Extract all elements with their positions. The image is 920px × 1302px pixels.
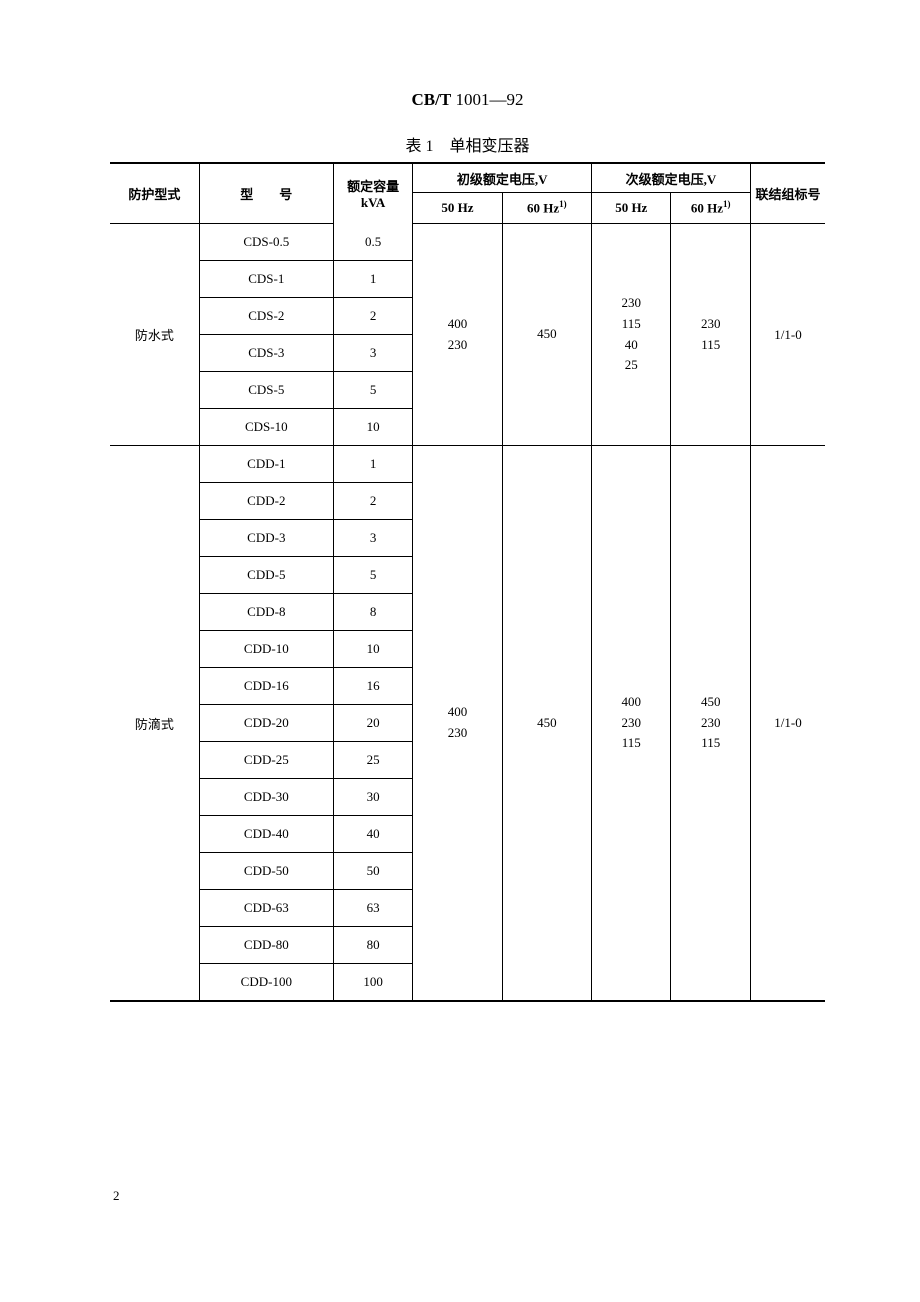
value: 115	[592, 314, 670, 335]
th-primary-60-sup: 1)	[559, 199, 567, 209]
kva-cell: 1	[333, 261, 412, 298]
table-row: 防水式 CDS-0.5 0.5 400 230 450 230 115 40 2…	[110, 224, 825, 261]
th-secondary-60-text: 60 Hz	[691, 201, 723, 216]
kva-cell: 20	[333, 705, 412, 742]
value: 230	[413, 723, 501, 744]
kva-cell: 30	[333, 779, 412, 816]
kva-cell: 16	[333, 668, 412, 705]
value: 115	[671, 733, 749, 754]
page-number: 2	[113, 1188, 120, 1204]
value: 230	[592, 293, 670, 314]
doc-code-suffix: 1001—92	[451, 90, 523, 109]
doc-code-prefix: CB/T	[412, 90, 452, 109]
kva-cell: 10	[333, 631, 412, 668]
kva-cell: 25	[333, 742, 412, 779]
th-secondary-60: 60 Hz1)	[671, 193, 750, 224]
value: 400	[413, 314, 501, 335]
model-cell: CDD-100	[199, 964, 333, 1002]
value: 450	[671, 692, 749, 713]
model-cell: CDS-10	[199, 409, 333, 446]
model-cell: CDD-40	[199, 816, 333, 853]
kva-cell: 2	[333, 298, 412, 335]
model-cell: CDD-80	[199, 927, 333, 964]
th-model: 型 号	[199, 163, 333, 224]
value: 230	[671, 713, 749, 734]
model-cell: CDD-20	[199, 705, 333, 742]
doc-code: CB/T 1001—92	[110, 90, 825, 110]
primary-50-cell: 400 230	[413, 446, 502, 1002]
th-secondary-group: 次级额定电压,V	[592, 163, 751, 193]
kva-cell: 2	[333, 483, 412, 520]
model-cell: CDD-25	[199, 742, 333, 779]
model-cell: CDS-5	[199, 372, 333, 409]
model-cell: CDD-30	[199, 779, 333, 816]
model-cell: CDD-5	[199, 557, 333, 594]
model-cell: CDD-3	[199, 520, 333, 557]
value: 400	[592, 692, 670, 713]
model-cell: CDD-10	[199, 631, 333, 668]
secondary-60-cell: 450 230 115	[671, 446, 750, 1002]
model-cell: CDD-1	[199, 446, 333, 483]
transformer-table: 防护型式 型 号 额定容量 kVA 初级额定电压,V 次级额定电压,V 联结组标…	[110, 162, 825, 1002]
model-cell: CDD-50	[199, 853, 333, 890]
model-cell: CDS-1	[199, 261, 333, 298]
kva-cell: 1	[333, 446, 412, 483]
kva-cell: 5	[333, 372, 412, 409]
value: 230	[671, 314, 749, 335]
page: CB/T 1001—92 表 1 单相变压器 防护型式 型 号 额定容量 kVA…	[0, 0, 920, 1302]
th-protection: 防护型式	[110, 163, 199, 224]
th-capacity: 额定容量 kVA	[333, 163, 412, 224]
primary-50-cell: 400 230	[413, 224, 502, 446]
th-primary-50: 50 Hz	[413, 193, 502, 224]
value: 115	[671, 335, 749, 356]
kva-cell: 3	[333, 335, 412, 372]
primary-60-cell: 450	[502, 446, 591, 1002]
model-cell: CDD-16	[199, 668, 333, 705]
secondary-50-cell: 230 115 40 25	[592, 224, 671, 446]
model-cell: CDD-63	[199, 890, 333, 927]
connection-cell: 1/1-0	[750, 224, 825, 446]
value: 230	[592, 713, 670, 734]
table-body: 防水式 CDS-0.5 0.5 400 230 450 230 115 40 2…	[110, 224, 825, 1002]
protection-cell: 防水式	[110, 224, 199, 446]
th-secondary-60-sup: 1)	[723, 199, 731, 209]
th-capacity-top: 额定容量	[334, 176, 412, 195]
value: 400	[413, 702, 501, 723]
value: 230	[413, 335, 501, 356]
primary-60-cell: 450	[502, 224, 591, 446]
th-primary-60-text: 60 Hz	[527, 201, 559, 216]
protection-cell: 防滴式	[110, 446, 199, 1002]
kva-cell: 3	[333, 520, 412, 557]
secondary-50-cell: 400 230 115	[592, 446, 671, 1002]
table-head: 防护型式 型 号 额定容量 kVA 初级额定电压,V 次级额定电压,V 联结组标…	[110, 163, 825, 224]
kva-cell: 0.5	[333, 224, 412, 261]
th-connection: 联结组标号	[750, 163, 825, 224]
th-secondary-50: 50 Hz	[592, 193, 671, 224]
th-primary-60: 60 Hz1)	[502, 193, 591, 224]
value: 25	[592, 355, 670, 376]
kva-cell: 10	[333, 409, 412, 446]
value: 115	[592, 733, 670, 754]
model-cell: CDD-2	[199, 483, 333, 520]
model-cell: CDS-2	[199, 298, 333, 335]
model-cell: CDS-3	[199, 335, 333, 372]
kva-cell: 50	[333, 853, 412, 890]
model-cell: CDS-0.5	[199, 224, 333, 261]
th-primary-group: 初级额定电压,V	[413, 163, 592, 193]
connection-cell: 1/1-0	[750, 446, 825, 1002]
kva-cell: 40	[333, 816, 412, 853]
table-row: 防滴式 CDD-1 1 400 230 450 400 230 115 450 …	[110, 446, 825, 483]
model-cell: CDD-8	[199, 594, 333, 631]
kva-cell: 8	[333, 594, 412, 631]
kva-cell: 63	[333, 890, 412, 927]
table-caption: 表 1 单相变压器	[110, 132, 825, 156]
kva-cell: 80	[333, 927, 412, 964]
th-capacity-bottom: kVA	[334, 195, 412, 211]
kva-cell: 5	[333, 557, 412, 594]
value: 40	[592, 335, 670, 356]
kva-cell: 100	[333, 964, 412, 1002]
secondary-60-cell: 230 115	[671, 224, 750, 446]
